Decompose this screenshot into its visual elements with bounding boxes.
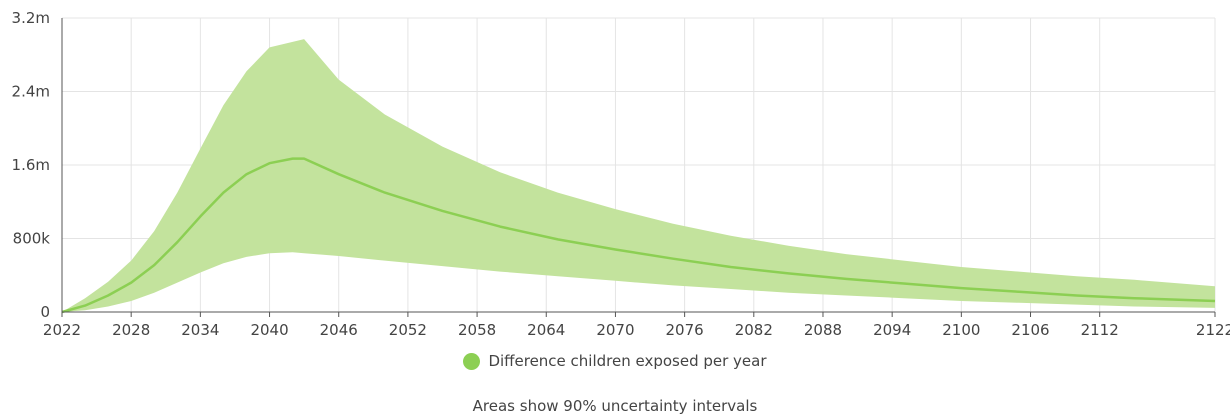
y-tick-label: 0	[40, 303, 50, 321]
legend-marker-icon	[463, 352, 481, 370]
x-tick-label: 2076	[666, 321, 704, 339]
x-tick-label: 2046	[320, 321, 358, 339]
x-tick-label: 2064	[527, 321, 565, 339]
y-tick-label: 1.6m	[12, 156, 50, 174]
tick-labels: 2022 2028 2034 2040 2046 2052 2058 2064 2070 2076…	[12, 9, 1230, 339]
x-tick-label: 2052	[389, 321, 427, 339]
series-line	[61, 157, 1216, 314]
uncertainty-note: Areas show 90% uncertainty intervals	[472, 397, 758, 415]
y-tick-label: 800k	[13, 230, 51, 248]
x-tick-label: 2100	[942, 321, 980, 339]
x-tick-label: 2022	[43, 321, 81, 339]
x-tick-label: 2106	[1011, 321, 1049, 339]
x-tick-label: 2070	[596, 321, 634, 339]
legend-label: Difference children exposed per year	[488, 352, 767, 370]
x-tick-label: 2094	[873, 321, 911, 339]
y-tick-label: 2.4m	[12, 83, 50, 101]
legend[interactable]: Difference children exposed per year	[0, 352, 1230, 370]
y-tick-label: 3.2m	[12, 9, 50, 27]
series-line-layer	[61, 157, 1216, 314]
uncertainty-band-layer	[62, 39, 1215, 312]
x-tick-label: 2088	[804, 321, 842, 339]
x-tick-label: 2034	[181, 321, 219, 339]
x-tick-label: 2122	[1196, 321, 1230, 339]
x-tick-label: 2040	[250, 321, 288, 339]
x-tick-label: 2028	[112, 321, 150, 339]
x-tick-label: 2112	[1081, 321, 1119, 339]
chart: 2022 2028 2034 2040 2046 2052 2058 2064 2070 2076…	[12, 9, 1230, 339]
x-tick-label: 2082	[735, 321, 773, 339]
uncertainty-band	[62, 39, 1215, 312]
axes	[61, 18, 1216, 317]
x-tick-label: 2058	[458, 321, 496, 339]
